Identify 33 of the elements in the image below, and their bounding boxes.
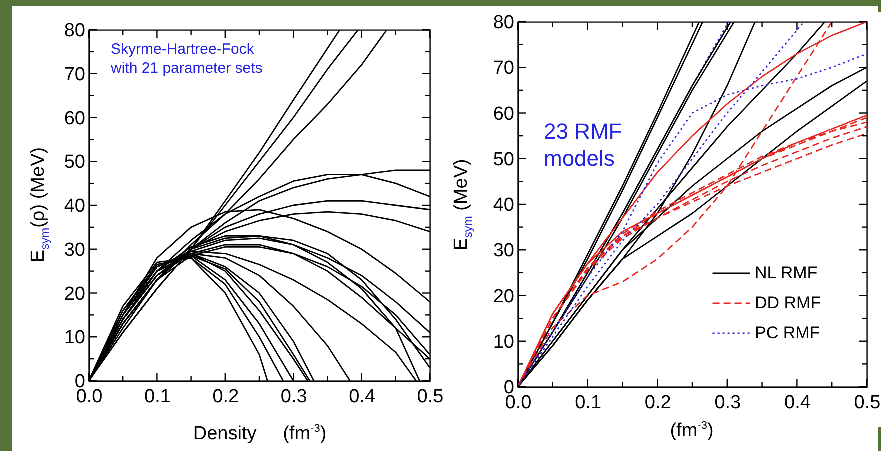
y-tick-label: 10 (493, 332, 514, 353)
y-tick-label: 30 (493, 240, 514, 262)
x-axis-title: (fm$^{-3}$) (670, 420, 714, 442)
x-tick-label: 0.4 (784, 392, 812, 414)
legend-label: PC RMF (755, 324, 820, 342)
y-tick-label: 20 (64, 284, 86, 305)
y-tick-label: 40 (493, 195, 514, 216)
y-tick-label: 40 (64, 196, 86, 217)
x-tick-label: 0.3 (714, 392, 742, 414)
x-tick-label: 0.5 (854, 392, 881, 414)
x-tick-label: 0.3 (280, 386, 308, 408)
x-tick-label: 0.2 (644, 392, 672, 414)
x-tick-label: 0.4 (349, 386, 376, 408)
y-tick-label: 60 (64, 108, 86, 130)
y-tick-label: 70 (64, 64, 86, 86)
y-tick-label: 50 (64, 152, 86, 174)
annotation: 23 RMF models (544, 119, 622, 171)
x-tick-label: 0.1 (575, 392, 602, 414)
y-tick-label: 70 (493, 58, 514, 80)
y-tick-label: 50 (493, 149, 514, 170)
annotation: Skyrme-Hartree-Fock with 21 parameter sets (110, 41, 263, 77)
legend-label: NL RMF (755, 264, 818, 282)
y-tick-label: 60 (493, 104, 514, 125)
x-tick-label: 0.5 (417, 386, 444, 408)
x-axis-title: Density (fm$^{-3}$) (193, 423, 327, 446)
x-tick-label: 0.2 (212, 386, 240, 408)
y-tick-label: 20 (493, 286, 514, 308)
y-tick-label: 80 (493, 12, 514, 34)
legend-label: DD RMF (755, 294, 822, 312)
y-tick-label: 30 (64, 240, 86, 261)
x-tick-label: 0.1 (144, 386, 171, 408)
y-tick-label: 80 (64, 20, 86, 42)
y-tick-label: 10 (64, 328, 86, 349)
